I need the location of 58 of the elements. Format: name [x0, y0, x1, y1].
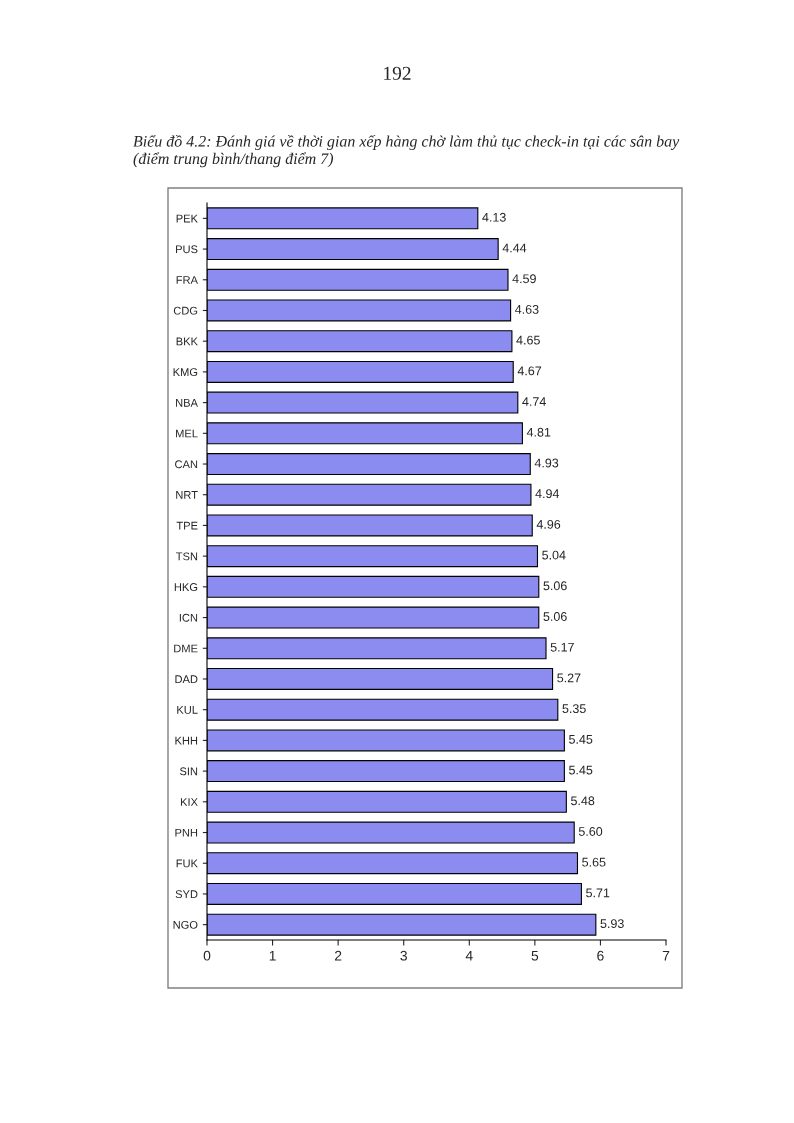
- y-tick-label: MEL: [176, 429, 198, 438]
- y-tick-label: SYD: [175, 890, 198, 899]
- data-label: 5.93: [600, 919, 624, 928]
- y-tick-label: DME: [174, 644, 198, 653]
- data-label: 5.65: [582, 857, 606, 867]
- x-tick-label: 1: [269, 950, 276, 961]
- data-label: 4.96: [536, 519, 561, 529]
- data-label: 5.45: [569, 735, 593, 744]
- x-tick-label: 0: [203, 950, 211, 961]
- y-tick-label: CDG: [173, 306, 198, 315]
- data-label: 4.59: [512, 274, 536, 284]
- data-label: 5.04: [542, 550, 566, 560]
- y-tick-label: PNH: [175, 828, 198, 837]
- y-tick-label: NRT: [176, 491, 198, 499]
- data-label: 5.06: [543, 581, 567, 591]
- y-tick-label: KUL: [177, 706, 198, 714]
- data-label: 5.71: [586, 888, 610, 898]
- data-label: 4.13: [482, 212, 506, 222]
- y-tick-label: KIX: [180, 798, 198, 806]
- chart-title: Biểu đồ 4.2: Đánh giá về thời gian xếp hàng chờ làm thủ tục check-in tại các sân bay (điểm trung bình/thang điểm 7): [133, 135, 680, 168]
- data-label: 5.35: [562, 704, 586, 714]
- y-tick-label: KMG: [173, 368, 198, 377]
- y-tick-label: NGO: [173, 920, 198, 929]
- y-tick-label: SIN: [179, 767, 198, 776]
- x-tick-label: 2: [334, 950, 342, 961]
- x-tick-label: 3: [400, 950, 407, 961]
- y-tick-label: HKG: [174, 583, 198, 591]
- y-tick-label: FUK: [176, 859, 198, 868]
- data-label: 4.93: [534, 458, 559, 468]
- y-tick-label: BKK: [176, 337, 198, 346]
- data-label: 4.67: [517, 366, 542, 376]
- y-tick-label: DAD: [175, 675, 198, 684]
- x-tick-label: 6: [597, 950, 604, 961]
- y-tick-label: PUS: [176, 245, 198, 254]
- data-label: 4.81: [526, 427, 551, 437]
- data-label: 5.48: [571, 796, 595, 806]
- data-label: 4.65: [516, 335, 540, 345]
- y-tick-label: FRA: [176, 276, 198, 284]
- y-tick-label: NBA: [176, 398, 198, 407]
- data-label: 4.44: [502, 243, 527, 253]
- x-tick-label: 5: [531, 950, 539, 961]
- data-label: 4.63: [515, 304, 539, 314]
- y-tick-label: KHH: [175, 736, 198, 745]
- x-tick-label: 4: [465, 950, 473, 961]
- y-tick-label: TPE: [176, 521, 198, 530]
- data-label: 5.06: [543, 612, 567, 621]
- x-tick-label: 7: [662, 950, 670, 961]
- y-tick-label: CAN: [175, 460, 198, 469]
- y-tick-label: PEK: [176, 214, 198, 223]
- text: 192: [384, 66, 411, 80]
- data-label: 4.74: [522, 397, 546, 406]
- data-label: 4.94: [535, 489, 560, 499]
- data-label: 5.60: [578, 827, 603, 836]
- y-tick-label: TSN: [176, 552, 198, 561]
- y-tick-label: ICN: [179, 613, 198, 622]
- data-label: 5.17: [550, 642, 574, 652]
- data-label: 5.27: [557, 673, 581, 683]
- data-label: 5.45: [569, 765, 593, 775]
